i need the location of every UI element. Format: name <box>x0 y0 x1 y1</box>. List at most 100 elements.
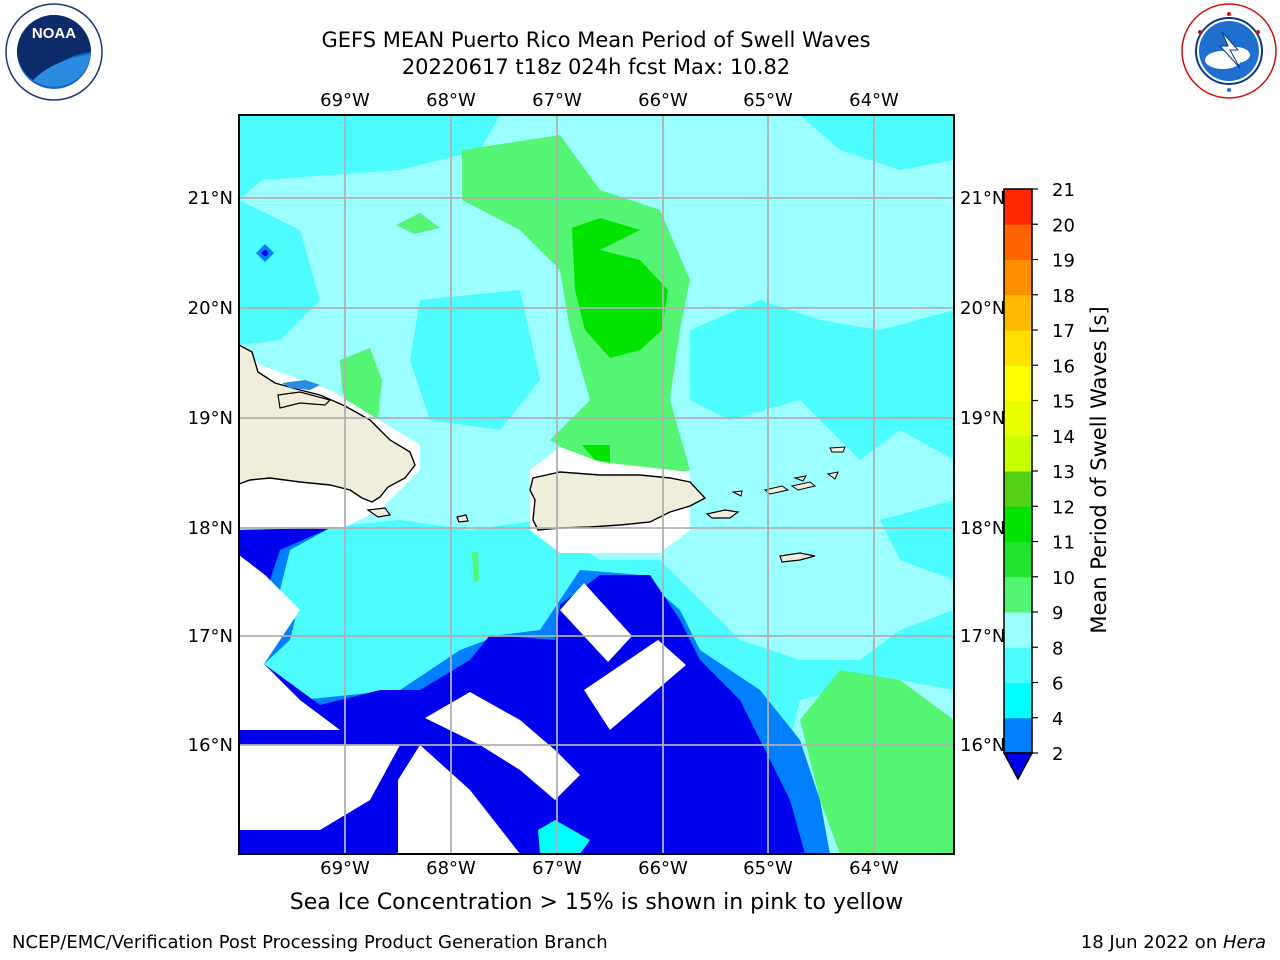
no-data-area <box>398 745 520 854</box>
colorbar-extension <box>1002 752 1034 781</box>
colorbar-tick-label: 9 <box>1052 603 1063 624</box>
colorbar-segment <box>1004 647 1032 683</box>
lon-label: 69°W <box>320 858 370 879</box>
lon-label: 64°W <box>849 90 899 111</box>
colorbar-tick-label: 13 <box>1052 462 1075 483</box>
no-data-area <box>560 583 632 662</box>
period-band-6-8 <box>538 820 590 854</box>
period-band-6-8 <box>239 115 500 200</box>
no-data-area <box>584 640 686 730</box>
lat-label: 19°N <box>960 408 1005 429</box>
colorbar-segment <box>1004 224 1032 260</box>
st-croix-island <box>779 552 816 563</box>
lon-label: 66°W <box>638 858 688 879</box>
hispaniola-peninsula <box>277 391 332 409</box>
colorbar-segment <box>1004 717 1032 754</box>
tortola-island <box>790 481 817 491</box>
lake-enriquillo <box>282 380 320 390</box>
lon-label: 68°W <box>426 90 476 111</box>
lon-label: 65°W <box>743 858 793 879</box>
colorbar-segment <box>1004 400 1032 437</box>
lat-label: 20°N <box>188 298 233 319</box>
colorbar-segment <box>1004 682 1032 719</box>
lon-label: 69°W <box>320 90 370 111</box>
no-data-area <box>239 745 400 830</box>
map-frame <box>238 114 955 855</box>
footer-machine: Hera <box>1222 932 1266 953</box>
period-band-6-8 <box>410 290 540 430</box>
colorbar-tick-label: 2 <box>1052 744 1063 765</box>
colorbar-segment <box>1004 259 1032 296</box>
period-band-6-8 <box>800 115 954 170</box>
noaa-logo-text: NOAA <box>32 25 76 42</box>
colorbar-tick-label: 11 <box>1052 533 1075 554</box>
lon-label: 67°W <box>532 858 582 879</box>
noaa-logo: NOAA <box>5 3 103 101</box>
period-band-9-10 <box>396 213 440 234</box>
lat-label: 18°N <box>960 518 1005 539</box>
colorbar-tick-label: 8 <box>1052 638 1063 659</box>
lat-label: 17°N <box>188 626 233 647</box>
lat-label: 20°N <box>960 298 1005 319</box>
mona-island <box>456 514 469 523</box>
no-data-area <box>239 555 340 730</box>
colorbar: 2 4 6 8 9 10 11 12 13 14 15 16 17 18 19 20 21 <box>1002 180 1075 781</box>
period-spot <box>262 250 268 256</box>
colorbar-segment <box>1004 294 1032 331</box>
period-band-10-11 <box>582 445 610 462</box>
virgin-gorda-island <box>826 471 839 480</box>
colorbar-segment <box>1004 435 1032 472</box>
lat-label: 16°N <box>960 735 1005 756</box>
lat-label: 18°N <box>188 518 233 539</box>
lon-labels-top: 69°W 68°W 67°W 66°W 65°W 64°W <box>320 90 899 111</box>
lat-labels-left: 21°N 20°N 19°N 18°N 17°N 16°N <box>188 188 233 756</box>
period-band-9-10 <box>472 552 479 582</box>
lat-label: 21°N <box>188 188 233 209</box>
lon-label: 64°W <box>849 858 899 879</box>
colorbar-tick-label: 21 <box>1052 180 1075 201</box>
lon-labels-bottom: 69°W 68°W 67°W 66°W 65°W 64°W <box>320 858 899 879</box>
colorbar-segment <box>1004 612 1032 648</box>
map-grid <box>239 115 954 854</box>
colorbar-tick-label: 14 <box>1052 427 1075 448</box>
lon-label: 67°W <box>532 90 582 111</box>
footer-branch: NCEP/EMC/Verification Post Processing Pr… <box>12 932 608 953</box>
map-title: GEFS MEAN Puerto Rico Mean Period of Swe… <box>321 28 871 52</box>
jost-van-dyke-island <box>793 475 807 482</box>
colorbar-segment <box>1004 365 1032 401</box>
nws-logo <box>1181 3 1277 99</box>
colorbar-segment <box>1004 330 1032 366</box>
period-band-10-11 <box>572 218 668 358</box>
colorbar-label: Mean Period of Swell Waves [s] <box>1087 306 1111 633</box>
vieques-island <box>705 509 740 519</box>
culebra-island <box>731 490 743 497</box>
lat-label: 21°N <box>960 188 1005 209</box>
lat-labels-right: 21°N 20°N 19°N 18°N 17°N 16°N <box>960 188 1005 756</box>
colorbar-tick-label: 20 <box>1052 215 1075 236</box>
period-band-9-10 <box>340 348 382 420</box>
colorbar-tick-label: 19 <box>1052 251 1075 272</box>
colorbar-segment <box>1004 189 1032 225</box>
lat-label: 19°N <box>188 408 233 429</box>
lon-label: 66°W <box>638 90 688 111</box>
footer-date: 18 Jun 2022 on Hera <box>1081 932 1266 953</box>
colorbar-tick-label: 10 <box>1052 568 1075 589</box>
colorbar-tick-label: 4 <box>1052 709 1063 730</box>
colorbar-segment <box>1004 541 1032 578</box>
lon-label: 65°W <box>743 90 793 111</box>
lat-label: 17°N <box>960 626 1005 647</box>
colorbar-tick-label: 6 <box>1052 674 1063 695</box>
period-band-6-8 <box>880 500 954 580</box>
lon-label: 68°W <box>426 858 476 879</box>
footer-date-text: 18 Jun 2022 on <box>1080 932 1223 953</box>
colorbar-segment <box>1004 471 1032 507</box>
colorbar-tick-label: 18 <box>1052 286 1075 307</box>
colorbar-tick-label: 17 <box>1052 321 1075 342</box>
colorbar-tick-label: 16 <box>1052 356 1075 377</box>
colorbar-segment <box>1004 506 1032 542</box>
anegada-island <box>829 446 846 453</box>
period-band-9-10 <box>800 670 954 854</box>
period-band-6-8 <box>690 300 954 460</box>
no-data-area <box>425 692 580 800</box>
colorbar-tick-label: 15 <box>1052 392 1075 413</box>
